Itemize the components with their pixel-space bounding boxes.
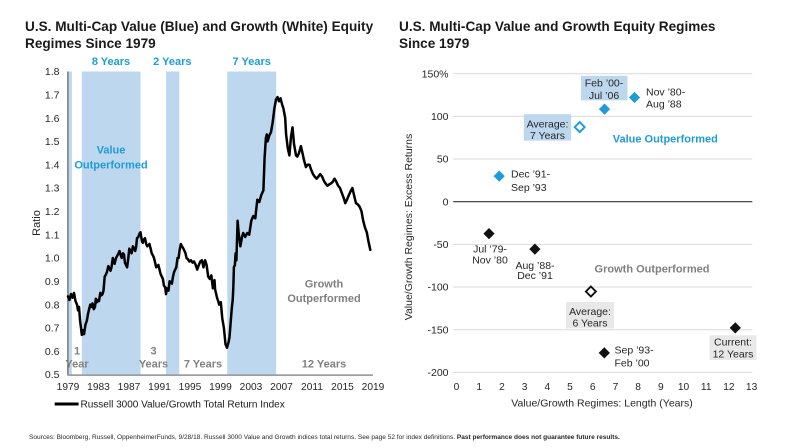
svg-text:11: 11 <box>701 382 712 393</box>
svg-text:U.S. Multi-Cap Value (Blue) an: U.S. Multi-Cap Value (Blue) and Growth (… <box>25 19 374 34</box>
svg-text:1: 1 <box>74 345 80 357</box>
svg-text:Average:: Average: <box>527 118 569 130</box>
svg-text:9: 9 <box>658 382 664 393</box>
svg-text:0: 0 <box>443 196 449 208</box>
svg-text:1.3: 1.3 <box>45 183 60 195</box>
svg-text:3: 3 <box>150 345 156 357</box>
svg-text:6: 6 <box>590 382 596 393</box>
svg-text:Jul ’79-: Jul ’79- <box>473 243 507 255</box>
svg-text:0.6: 0.6 <box>45 346 60 358</box>
svg-text:12 Years: 12 Years <box>302 358 346 370</box>
svg-text:12: 12 <box>723 382 735 393</box>
svg-text:Sources: Bloomberg, Russell, O: Sources: Bloomberg, Russell, Oppenheimer… <box>29 434 620 441</box>
svg-text:-50: -50 <box>433 239 448 251</box>
svg-text:1.5: 1.5 <box>45 136 60 148</box>
svg-text:0.5: 0.5 <box>45 369 60 381</box>
svg-text:Aug ’88: Aug ’88 <box>646 99 682 111</box>
svg-text:1.2: 1.2 <box>45 206 60 218</box>
svg-text:13: 13 <box>746 382 758 393</box>
svg-text:8 Years: 8 Years <box>92 56 130 68</box>
svg-text:5: 5 <box>567 382 573 393</box>
svg-text:Nov ’80: Nov ’80 <box>472 254 508 266</box>
svg-text:1979: 1979 <box>57 382 80 393</box>
svg-text:8: 8 <box>635 382 641 393</box>
svg-text:Value: Value <box>97 144 126 156</box>
svg-text:2007: 2007 <box>270 382 293 393</box>
svg-text:2003: 2003 <box>240 382 263 393</box>
svg-text:1999: 1999 <box>209 382 232 393</box>
svg-text:Growth: Growth <box>305 279 344 291</box>
svg-text:Outperformed: Outperformed <box>287 293 360 305</box>
svg-text:Dec ’91-: Dec ’91- <box>511 169 551 181</box>
svg-text:0: 0 <box>454 382 460 393</box>
svg-text:7 Years: 7 Years <box>233 56 271 68</box>
svg-text:0.9: 0.9 <box>45 276 60 288</box>
svg-text:100: 100 <box>431 111 449 123</box>
svg-text:Feb ’00-: Feb ’00- <box>585 78 624 90</box>
svg-text:Years: Years <box>139 358 168 370</box>
svg-text:1.0: 1.0 <box>45 253 60 265</box>
svg-text:150%: 150% <box>422 68 449 80</box>
svg-text:Sep ’93: Sep ’93 <box>511 182 547 194</box>
svg-text:1995: 1995 <box>179 382 202 393</box>
svg-text:Value/Growth Regimes: Length (: Value/Growth Regimes: Length (Years) <box>511 398 693 410</box>
svg-text:7: 7 <box>613 382 619 393</box>
svg-text:2011: 2011 <box>301 382 323 393</box>
svg-text:2019: 2019 <box>362 382 385 393</box>
svg-text:Dec ’91: Dec ’91 <box>517 270 553 282</box>
svg-text:1.4: 1.4 <box>45 159 60 171</box>
svg-text:2 Years: 2 Years <box>153 56 191 68</box>
svg-text:12 Years: 12 Years <box>713 349 754 361</box>
svg-text:Russell 3000 Value/Growth Tota: Russell 3000 Value/Growth Total Return I… <box>81 400 285 411</box>
svg-text:50: 50 <box>437 154 449 166</box>
svg-text:7 Years: 7 Years <box>184 358 222 370</box>
svg-text:1: 1 <box>476 382 482 393</box>
svg-text:1.1: 1.1 <box>45 229 60 241</box>
svg-text:U.S. Multi-Cap Value and Growt: U.S. Multi-Cap Value and Growth Equity R… <box>399 19 715 34</box>
svg-text:1.7: 1.7 <box>45 90 60 102</box>
svg-text:-200: -200 <box>427 367 448 379</box>
svg-text:6 Years: 6 Years <box>572 318 607 330</box>
svg-text:-100: -100 <box>427 282 448 294</box>
svg-text:0.7: 0.7 <box>45 323 60 335</box>
svg-text:Ratio: Ratio <box>31 210 43 236</box>
svg-text:Outperformed: Outperformed <box>74 160 147 172</box>
svg-text:Current:: Current: <box>714 336 752 348</box>
svg-text:Since 1979: Since 1979 <box>399 36 470 51</box>
svg-text:1991: 1991 <box>148 382 171 393</box>
svg-text:Aug ’88-: Aug ’88- <box>515 260 555 272</box>
svg-text:1987: 1987 <box>118 382 141 393</box>
svg-text:4: 4 <box>544 382 550 393</box>
svg-text:7 Years: 7 Years <box>530 130 565 142</box>
svg-text:0.8: 0.8 <box>45 299 60 311</box>
svg-text:Value Outperformed: Value Outperformed <box>613 134 718 146</box>
svg-text:2: 2 <box>499 382 505 393</box>
svg-text:1.8: 1.8 <box>45 66 60 78</box>
svg-text:Growth Outperformed: Growth Outperformed <box>595 264 710 276</box>
svg-text:1.6: 1.6 <box>45 113 60 125</box>
svg-text:1983: 1983 <box>87 382 110 393</box>
svg-text:Year: Year <box>65 358 89 370</box>
svg-text:Regimes Since 1979: Regimes Since 1979 <box>25 36 156 51</box>
svg-text:Sep ’93-: Sep ’93- <box>615 345 655 357</box>
svg-text:3: 3 <box>522 382 528 393</box>
svg-text:Feb ’00: Feb ’00 <box>615 358 650 370</box>
svg-text:Nov ’80-: Nov ’80- <box>646 87 686 99</box>
svg-text:Value/Growth Regimes: Excess R: Value/Growth Regimes: Excess Returns <box>403 134 415 321</box>
svg-text:10: 10 <box>678 382 690 393</box>
svg-text:2015: 2015 <box>331 382 354 393</box>
svg-text:Average:: Average: <box>569 306 611 318</box>
svg-text:Jul ’06: Jul ’06 <box>589 90 620 102</box>
svg-text:-150: -150 <box>427 324 448 336</box>
